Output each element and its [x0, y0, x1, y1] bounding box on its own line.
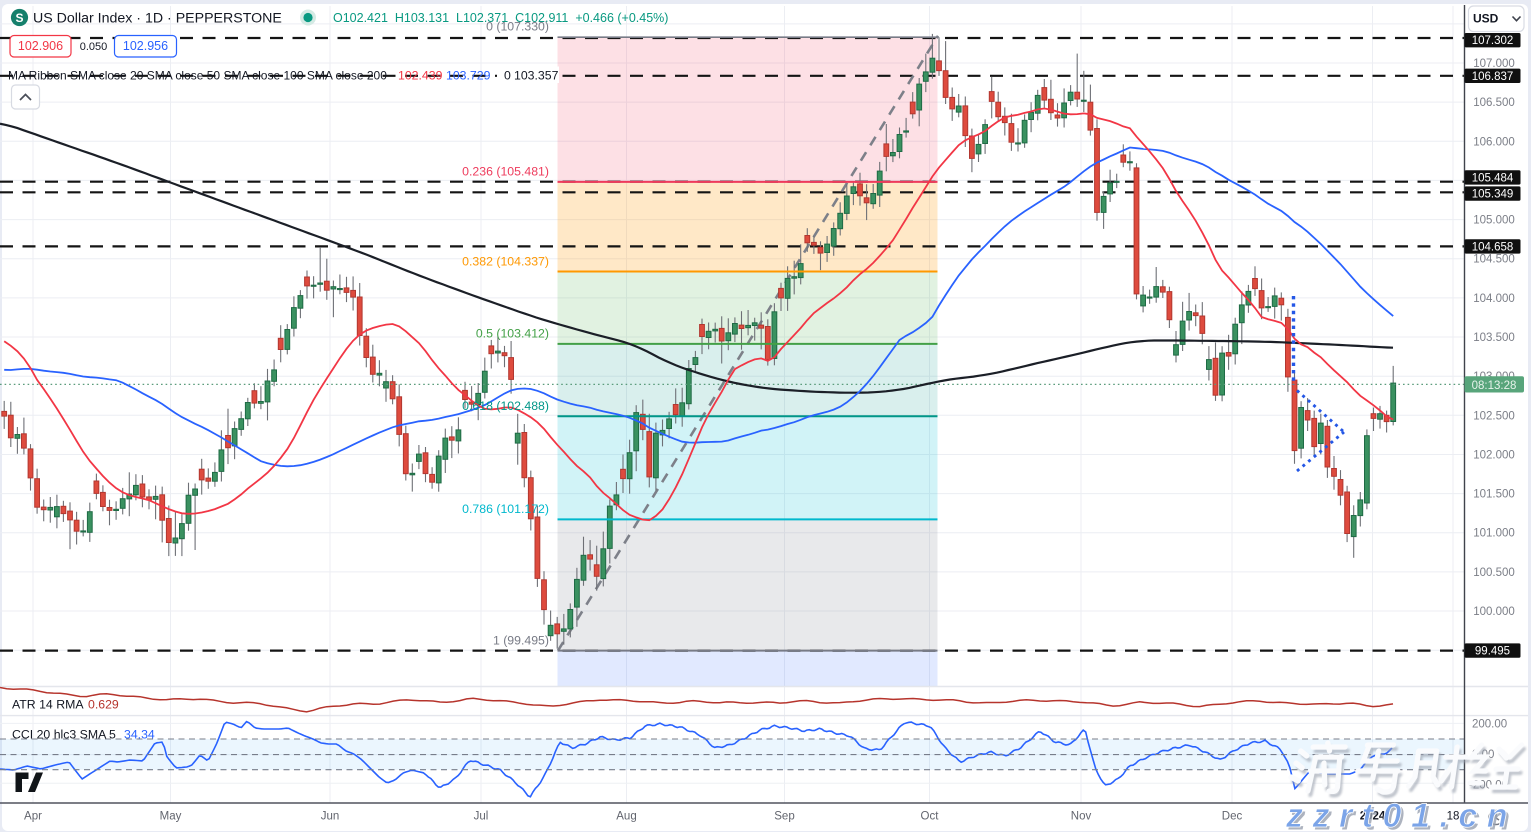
svg-text:102.956: 102.956 — [123, 39, 168, 53]
svg-text:105.349: 105.349 — [1472, 189, 1514, 201]
svg-text:104.000: 104.000 — [1473, 293, 1515, 305]
svg-text:S: S — [15, 11, 23, 25]
svg-text:101.500: 101.500 — [1473, 489, 1515, 501]
svg-text:zzrt01.cn: zzrt01.cn — [1285, 797, 1517, 832]
svg-text:0.629: 0.629 — [88, 698, 119, 712]
svg-text:O102.421 H103.131 L102.371: O102.421 H103.131 L102.371 C102.911 +0.4… — [333, 11, 668, 25]
svg-text:105.000: 105.000 — [1473, 215, 1515, 227]
svg-text:0.618 (102.488): 0.618 (102.488) — [462, 399, 549, 413]
svg-text:103.729: 103.729 — [446, 69, 491, 83]
svg-text:Apr: Apr — [24, 811, 42, 823]
svg-text:200.00: 200.00 — [1472, 718, 1507, 730]
svg-text:103.500: 103.500 — [1473, 332, 1515, 344]
svg-text:Jun: Jun — [321, 811, 340, 823]
svg-text:104.500: 104.500 — [1473, 254, 1515, 266]
svg-text:Dec: Dec — [1222, 811, 1243, 823]
svg-text:0 (107.330): 0 (107.330) — [486, 19, 549, 33]
svg-text:100.500: 100.500 — [1473, 567, 1515, 579]
svg-text:Sep: Sep — [774, 811, 794, 823]
svg-text:USD: USD — [1473, 12, 1499, 26]
svg-text:0.382 (104.337): 0.382 (104.337) — [462, 254, 549, 268]
svg-text:106.500: 106.500 — [1473, 97, 1515, 109]
svg-text:102.439: 102.439 — [398, 69, 443, 83]
svg-text:1 (99.495): 1 (99.495) — [493, 633, 549, 647]
svg-text:08:13:28: 08:13:28 — [1472, 380, 1517, 392]
svg-text:102.000: 102.000 — [1473, 450, 1515, 462]
svg-text:MA Ribbon SMA close 20 SMA clo: MA Ribbon SMA close 20 SMA close 50 SMA … — [8, 69, 387, 83]
svg-text:2024: 2024 — [1360, 811, 1386, 823]
svg-text:103.357: 103.357 — [514, 69, 559, 83]
svg-text:105.484: 105.484 — [1472, 172, 1514, 184]
svg-text:Jul: Jul — [474, 811, 489, 823]
svg-text:0.236 (105.481): 0.236 (105.481) — [462, 164, 549, 178]
svg-text:107.000: 107.000 — [1473, 58, 1515, 70]
svg-text:107.302: 107.302 — [1472, 35, 1514, 47]
svg-text:May: May — [160, 811, 182, 823]
svg-text:0.050: 0.050 — [80, 41, 108, 53]
svg-text:Oct: Oct — [921, 811, 940, 823]
svg-text:102.906: 102.906 — [18, 39, 63, 53]
svg-text:99.495: 99.495 — [1475, 646, 1510, 658]
svg-text:Aug: Aug — [616, 811, 636, 823]
svg-text:106.837: 106.837 — [1472, 71, 1514, 83]
svg-text:US Dollar Index · 1D · PEPPERS: US Dollar Index · 1D · PEPPERSTONE — [33, 11, 282, 27]
svg-text:0: 0 — [504, 69, 511, 83]
svg-text:Nov: Nov — [1071, 811, 1092, 823]
svg-text:0.5 (103.412): 0.5 (103.412) — [476, 326, 549, 340]
svg-text:18: 18 — [1447, 811, 1460, 823]
svg-text:106.000: 106.000 — [1473, 136, 1515, 148]
svg-text:102.500: 102.500 — [1473, 410, 1515, 422]
svg-text:101.000: 101.000 — [1473, 528, 1515, 540]
svg-text:CCI 20 hlc3 SMA 5: CCI 20 hlc3 SMA 5 — [12, 728, 116, 742]
svg-text:ATR 14 RMA: ATR 14 RMA — [12, 698, 84, 712]
svg-text:100.000: 100.000 — [1473, 606, 1515, 618]
svg-text:104.658: 104.658 — [1472, 241, 1514, 253]
svg-text:34.34: 34.34 — [124, 728, 155, 742]
svg-text:0.786 (101.172): 0.786 (101.172) — [462, 502, 549, 516]
svg-text:zzrt01.cn: zzrt01.cn — [1288, 800, 1520, 832]
